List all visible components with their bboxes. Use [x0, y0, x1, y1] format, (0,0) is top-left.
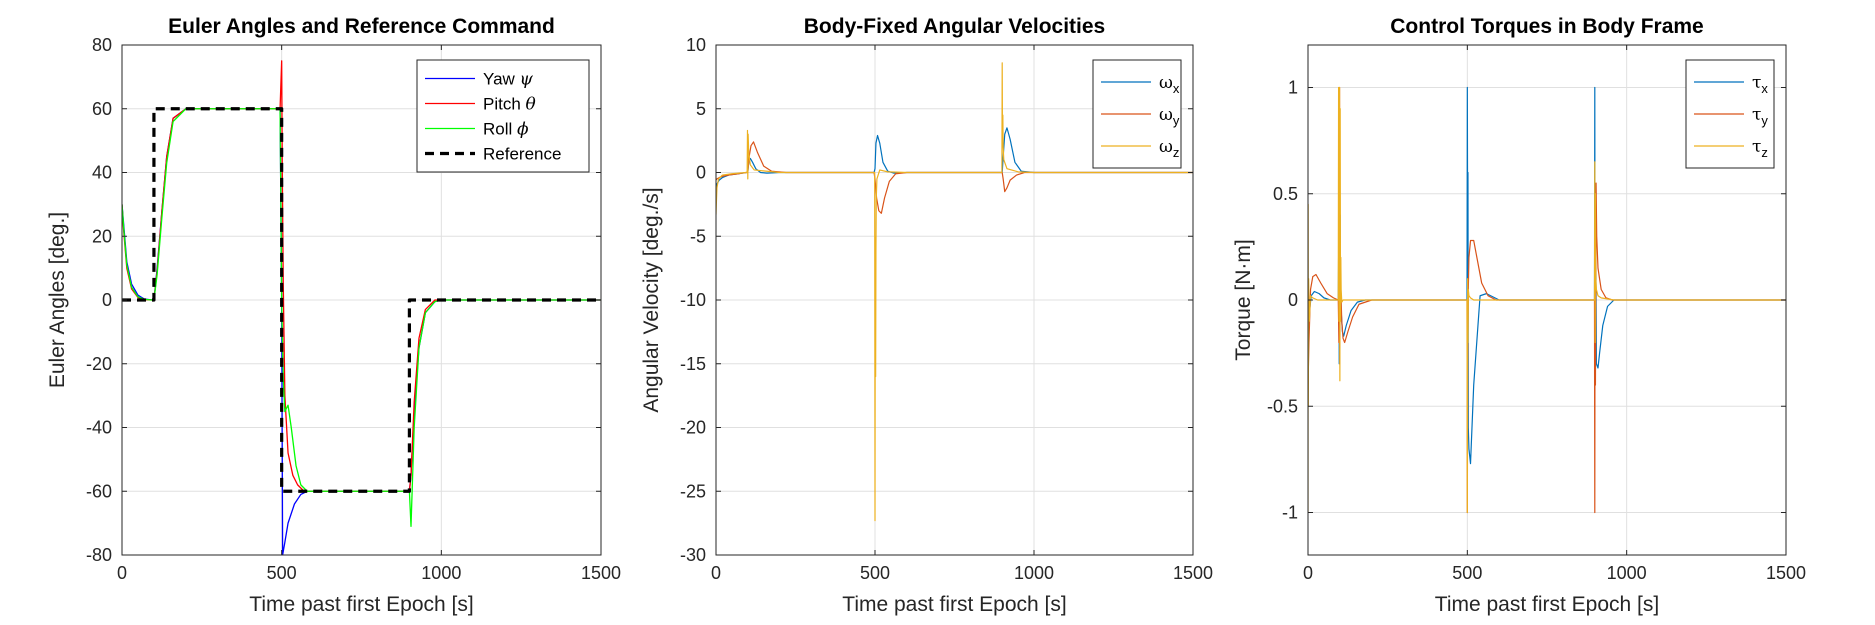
legend-label-2: τy — [1752, 105, 1768, 128]
y-tick-label: -15 — [680, 354, 706, 374]
legend-label-subscript: x — [1761, 81, 1768, 96]
x-axis-label: Time past first Epoch [s] — [842, 593, 1066, 616]
y-tick-label: -20 — [680, 418, 706, 438]
legend-label-subscript: y — [1761, 113, 1768, 128]
x-tick-label: 0 — [711, 563, 721, 583]
x-tick-label: 0 — [1303, 563, 1313, 583]
y-tick-label: -80 — [86, 545, 112, 565]
legend-label-3: τz — [1752, 137, 1768, 160]
legend-label-main: Yaw — [483, 70, 520, 89]
x-tick-label: 1000 — [421, 563, 461, 583]
y-tick-label: -40 — [86, 418, 112, 438]
x-axis-label: Time past first Epoch [s] — [249, 593, 473, 616]
y-tick-label: -10 — [680, 290, 706, 310]
series-line-3 — [122, 108, 601, 527]
y-tick-label: 80 — [92, 35, 112, 55]
y-tick-label: 20 — [92, 226, 112, 246]
legend-label-1: τx — [1752, 73, 1768, 96]
legend-label-main: Roll — [483, 120, 517, 139]
legend-label-main: τ — [1752, 105, 1761, 125]
y-tick-label: 0 — [102, 290, 112, 310]
legend-label-subscript: z — [1173, 145, 1180, 160]
y-axis-label: Torque [N·m] — [1232, 239, 1255, 360]
chart-2: 0 500 1000 1500 -30 -25 -20 -15 -10 -5 0 5 10 Body-Fi… — [640, 15, 1213, 616]
series-group — [716, 62, 1193, 522]
chart-title: Euler Angles and Reference Command — [168, 15, 555, 38]
legend-label-main: τ — [1752, 73, 1761, 93]
legend-label-main: Pitch — [483, 95, 526, 114]
legend-label-main: τ — [1752, 137, 1761, 157]
y-tick-label: 40 — [92, 163, 112, 183]
legend-label-3: ωz — [1159, 137, 1179, 160]
x-tick-label: 500 — [860, 563, 890, 583]
y-tick-label: 10 — [686, 35, 706, 55]
legend-label-symbol: ϕ — [517, 120, 529, 140]
chart-title: Control Torques in Body Frame — [1390, 15, 1703, 38]
x-tick-label: 1000 — [1014, 563, 1054, 583]
legend-label-main: ω — [1159, 73, 1173, 93]
legend-label-4: Reference — [483, 145, 561, 164]
x-tick-label: 1500 — [581, 563, 621, 583]
legend: Yaw ψ Pitch θ Roll ϕ Reference — [416, 59, 590, 173]
y-tick-label: -20 — [86, 354, 112, 374]
legend-label-subscript: y — [1173, 113, 1180, 128]
y-tick-label: 60 — [92, 99, 112, 119]
series-line-3 — [1308, 86, 1786, 514]
legend-label-symbol: ψ — [520, 70, 534, 90]
x-tick-label: 500 — [1452, 563, 1482, 583]
x-axis-label: Time past first Epoch [s] — [1435, 593, 1659, 616]
y-tick-label: 1 — [1288, 78, 1298, 98]
x-tick-label: 0 — [117, 563, 127, 583]
legend-label-main: Reference — [483, 145, 561, 164]
legend-label-2: Pitch θ — [483, 95, 536, 115]
y-tick-label: -30 — [680, 545, 706, 565]
y-tick-label: 0.5 — [1273, 184, 1298, 204]
legend-label-1: Yaw ψ — [483, 70, 534, 90]
series-group — [1308, 86, 1786, 514]
y-tick-label: 0 — [696, 163, 706, 183]
legend-label-subscript: z — [1761, 145, 1768, 160]
legend-label-symbol: θ — [526, 95, 536, 115]
series-group — [122, 60, 601, 555]
x-tick-label: 1500 — [1173, 563, 1213, 583]
legend-label-3: Roll ϕ — [483, 120, 529, 140]
legend-label-1: ωx — [1159, 73, 1180, 96]
legend-label-2: ωy — [1159, 105, 1180, 128]
y-tick-label: -1 — [1282, 503, 1298, 523]
y-tick-label: -5 — [690, 226, 706, 246]
chart-3: 0 500 1000 1500 -1 -0.5 0 0.5 1 Control Torques i… — [1232, 15, 1806, 616]
y-axis-label: Angular Velocity [deg./s] — [640, 187, 663, 412]
legend-label-main: ω — [1159, 105, 1173, 125]
y-axis-label: Euler Angles [deg.] — [46, 212, 69, 388]
x-tick-label: 1000 — [1607, 563, 1647, 583]
legend-label-main: ω — [1159, 137, 1173, 157]
series-line-4 — [122, 107, 601, 493]
y-tick-label: -0.5 — [1267, 396, 1298, 416]
series-line-3 — [716, 62, 1193, 522]
chart-title: Body-Fixed Angular Velocities — [804, 15, 1105, 38]
y-tick-label: 5 — [696, 99, 706, 119]
y-tick-label: -60 — [86, 481, 112, 501]
x-tick-label: 500 — [267, 563, 297, 583]
y-tick-label: 0 — [1288, 290, 1298, 310]
x-tick-label: 1500 — [1766, 563, 1806, 583]
chart-1: 0 500 1000 1500 -80 -60 -40 -20 0 20 40 60 80 Euler A… — [46, 15, 621, 616]
legend-label-subscript: x — [1173, 81, 1180, 96]
y-tick-label: -25 — [680, 481, 706, 501]
